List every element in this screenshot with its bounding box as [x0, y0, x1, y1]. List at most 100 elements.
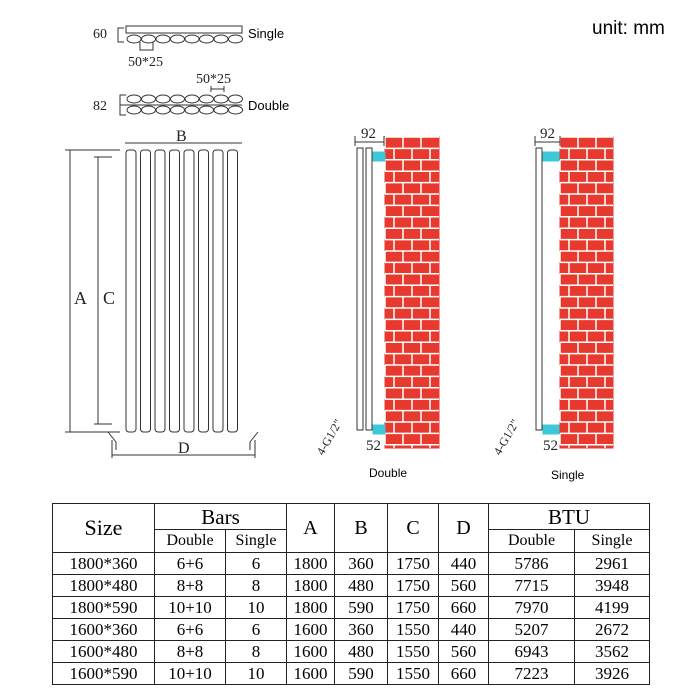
- table-cell: 10+10: [154, 662, 226, 685]
- header-btu-single: Single: [574, 529, 650, 553]
- table-cell: 8: [225, 574, 287, 597]
- single-view-label: Single: [551, 468, 585, 482]
- bar-section: [170, 94, 185, 104]
- bar-section: [170, 34, 185, 44]
- unit-label: unit: mm: [592, 18, 665, 39]
- header-btu: BTU: [488, 503, 650, 530]
- spec-table: Size Bars A B C D BTU Double Single Doub…: [52, 503, 650, 685]
- double-depth: 82: [93, 99, 107, 114]
- table-cell: 3926: [574, 662, 650, 685]
- table-cell: 8: [225, 640, 287, 663]
- bar-section: [199, 94, 214, 104]
- cross-section-single: 60 50*25 Single: [93, 25, 284, 70]
- bar-section: [213, 105, 229, 115]
- bar-section: [141, 105, 156, 115]
- table-cell: 6+6: [154, 552, 226, 575]
- radiator-bar: [198, 149, 209, 433]
- table-cell: 560: [438, 574, 489, 597]
- table-cell: 360: [334, 618, 388, 641]
- table-cell: 440: [438, 618, 489, 641]
- table-cell: 590: [334, 596, 388, 619]
- table-cell: 1550: [387, 640, 439, 663]
- table-cell: 560: [438, 640, 489, 663]
- table-cell: 1800*480: [52, 574, 155, 597]
- dim-a: A: [74, 288, 87, 308]
- table-cell: 7715: [488, 574, 575, 597]
- bar-section: [213, 34, 229, 44]
- bar-section: [184, 94, 200, 104]
- bar-section: [184, 105, 200, 115]
- table-cell: 10: [225, 662, 287, 685]
- bar-section: [228, 34, 243, 44]
- table-cell: 6: [225, 618, 287, 641]
- bar-section: [155, 94, 171, 104]
- table-cell: 590: [334, 662, 388, 685]
- bar-section: [170, 105, 185, 115]
- bar-section: [199, 34, 214, 44]
- table-row: 1600*590 10+10 10 1600 590 1550 660 7223 3926: [52, 662, 650, 685]
- single-thread: 4-G1/2": [490, 417, 522, 458]
- bar-section: [199, 105, 214, 115]
- dim-c: C: [103, 288, 115, 308]
- side-view-single: 92 52 4-G1/2" Single: [490, 126, 614, 482]
- double-label: Double: [248, 98, 289, 113]
- bar-section: [155, 34, 171, 44]
- table-cell: 1600: [286, 640, 335, 663]
- single-top-dim: 92: [540, 126, 555, 142]
- single-label: Single: [248, 26, 284, 41]
- double-top-dim: 92: [361, 126, 376, 142]
- table-cell: 660: [438, 662, 489, 685]
- table-row: 1800*480 8+8 8 1800 480 1750 560 7715 3948: [52, 574, 650, 597]
- table-cell: 5207: [488, 618, 575, 641]
- bar-section: [213, 94, 229, 104]
- table-cell: 1550: [387, 618, 439, 641]
- front-view: A C B D: [65, 128, 259, 458]
- radiator-bar: [140, 149, 151, 433]
- radiator-bar: [212, 149, 224, 433]
- table-cell: 1600*480: [52, 640, 155, 663]
- single-depth: 60: [93, 27, 107, 42]
- bar-section: [141, 34, 156, 44]
- header-bars-double: Double: [154, 529, 226, 553]
- header-d: D: [438, 503, 489, 553]
- table-cell: 7223: [488, 662, 575, 685]
- table-cell: 1600: [286, 662, 335, 685]
- table-cell: 1600*590: [52, 662, 155, 685]
- bar-section: [126, 34, 142, 44]
- table-cell: 440: [438, 552, 489, 575]
- technical-drawings: 60 50*25 Single 82 50*25 Double A C: [65, 25, 614, 482]
- table-cell: 660: [438, 596, 489, 619]
- table-cell: 10: [225, 596, 287, 619]
- table-cell: 3562: [574, 640, 650, 663]
- header-bars: Bars: [154, 503, 287, 530]
- table-cell: 3948: [574, 574, 650, 597]
- table-cell: 1800: [286, 596, 335, 619]
- bar-section: [126, 94, 142, 104]
- side-view-double: 92 52 4-G1/2" Double: [313, 126, 440, 480]
- table-cell: 1600*360: [52, 618, 155, 641]
- table-cell: 1800: [286, 552, 335, 575]
- single-bottom-dim: 52: [543, 438, 558, 454]
- bar-section: [184, 34, 200, 44]
- table-cell: 480: [334, 574, 388, 597]
- table-cell: 2672: [574, 618, 650, 641]
- table-cell: 1750: [387, 596, 439, 619]
- header-size: Size: [52, 503, 155, 553]
- table-cell: 480: [334, 640, 388, 663]
- bar-section: [126, 105, 142, 115]
- single-bar-size: 50*25: [128, 55, 163, 70]
- header-bars-single: Single: [225, 529, 287, 553]
- table-cell: 7970: [488, 596, 575, 619]
- header-a: A: [286, 503, 335, 553]
- table-cell: 4199: [574, 596, 650, 619]
- header-btu-double: Double: [488, 529, 575, 553]
- table-cell: 1600: [286, 618, 335, 641]
- table-cell: 1750: [387, 552, 439, 575]
- table-cell: 6943: [488, 640, 575, 663]
- table-cell: 1750: [387, 574, 439, 597]
- double-view-label: Double: [369, 466, 407, 480]
- radiator-bar: [125, 149, 137, 433]
- table-row: 1600*480 8+8 8 1600 480 1550 560 6943 3562: [52, 640, 650, 663]
- header-c: C: [387, 503, 439, 553]
